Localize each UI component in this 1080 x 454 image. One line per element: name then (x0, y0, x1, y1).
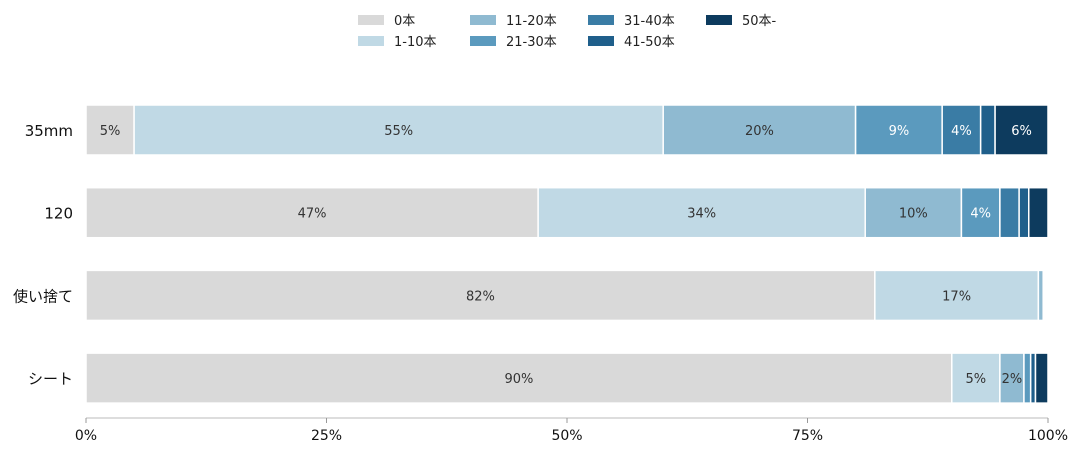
data-label: 5% (966, 372, 987, 387)
x-axis: 0% 25% 50% 75% 100% (75, 417, 1068, 444)
data-label: 2% (1002, 372, 1023, 387)
legend-swatch (358, 36, 384, 46)
legend: 0本 1-10本 11-20本 21-30本 31-40本 41-50本 50本- (358, 14, 777, 50)
bar-segment (537, 186, 866, 239)
legend-swatch (470, 36, 496, 46)
data-label: 4% (951, 124, 972, 139)
bar-segment (864, 186, 963, 239)
legend-swatch (470, 15, 496, 25)
bar-segment (1023, 352, 1032, 404)
x-tick-label: 75% (792, 428, 823, 444)
legend-label: 11-20本 (506, 14, 557, 29)
data-label: 4% (970, 207, 991, 222)
legend-swatch (588, 15, 614, 25)
data-label: 5% (100, 124, 121, 139)
data-label: 17% (942, 289, 971, 304)
data-label: 34% (687, 207, 716, 222)
data-label: 6% (1011, 124, 1032, 139)
bar-segment (874, 269, 1040, 322)
data-label: 9% (889, 124, 910, 139)
legend-label: 0本 (394, 14, 415, 29)
bar-segment (1018, 186, 1030, 239)
data-label: 55% (384, 124, 413, 139)
legend-swatch (588, 36, 614, 46)
legend-swatch (358, 15, 384, 25)
category-label: 使い捨て (13, 287, 73, 305)
category-label: シート (28, 370, 73, 388)
bar-segment (662, 104, 857, 156)
bar-segment (941, 104, 982, 156)
bar-segment (85, 352, 953, 404)
legend-swatch (706, 15, 732, 25)
category-label: 120 (44, 205, 73, 223)
legend-label: 1-10本 (394, 35, 437, 50)
data-label: 20% (745, 124, 774, 139)
x-tick-label: 100% (1028, 428, 1068, 444)
data-label: 90% (504, 372, 533, 387)
data-label: 10% (899, 207, 928, 222)
category-label: 35mm (25, 122, 73, 140)
data-label: 82% (466, 289, 495, 304)
bars: 5% 55% 20% 9% 4% 6% 47% 34% 10% 4% 82% 17% 90% 5% 2% (85, 104, 1049, 404)
bar-segment (960, 186, 1001, 239)
x-tick-label: 0% (75, 428, 97, 444)
bar-segment (951, 352, 1001, 404)
legend-label: 31-40本 (624, 14, 675, 29)
data-label: 47% (298, 207, 327, 222)
x-tick-label: 50% (551, 428, 582, 444)
bar-segment (979, 104, 996, 156)
bar-segment (85, 186, 539, 239)
legend-label: 41-50本 (624, 35, 675, 50)
bar-segment (1037, 269, 1044, 322)
bar-segment (1034, 352, 1049, 404)
legend-label: 21-30本 (506, 35, 557, 50)
bar-segment (1028, 186, 1049, 239)
x-tick-label: 25% (311, 428, 342, 444)
bar-segment (133, 104, 664, 156)
bar-segment (85, 104, 135, 156)
bar-segment (999, 186, 1020, 239)
bar-segment (994, 104, 1049, 156)
legend-label: 50本- (742, 14, 777, 29)
